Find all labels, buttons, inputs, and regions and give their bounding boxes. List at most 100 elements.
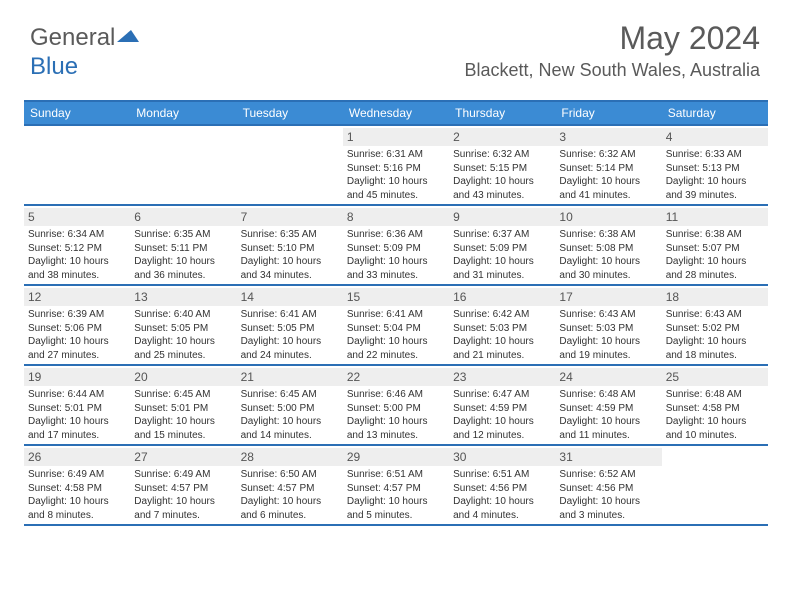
day-info: Sunrise: 6:52 AMSunset: 4:56 PMDaylight:… [559, 468, 657, 522]
day-number: 1 [343, 128, 449, 146]
day-cell: 27Sunrise: 6:49 AMSunset: 4:57 PMDayligh… [130, 446, 236, 524]
sunrise-text: Sunrise: 6:37 AM [453, 228, 551, 242]
day-info: Sunrise: 6:48 AMSunset: 4:58 PMDaylight:… [666, 388, 764, 442]
sunset-text: Sunset: 5:13 PM [666, 162, 764, 176]
day-number: 12 [24, 288, 130, 306]
sunset-text: Sunset: 5:10 PM [241, 242, 339, 256]
sunset-text: Sunset: 5:04 PM [347, 322, 445, 336]
weekday-saturday: Saturday [662, 102, 768, 124]
day-cell: 9Sunrise: 6:37 AMSunset: 5:09 PMDaylight… [449, 206, 555, 284]
sunset-text: Sunset: 5:14 PM [559, 162, 657, 176]
day-cell: . [24, 126, 130, 204]
sunrise-text: Sunrise: 6:45 AM [134, 388, 232, 402]
sunset-text: Sunset: 4:59 PM [559, 402, 657, 416]
sunrise-text: Sunrise: 6:32 AM [559, 148, 657, 162]
sunrise-text: Sunrise: 6:33 AM [666, 148, 764, 162]
day-cell: 7 Sunrise: 6:35 AMSunset: 5:10 PMDaylight… [237, 206, 343, 284]
day-info: Sunrise: 6:43 AMSunset: 5:02 PMDaylight:… [666, 308, 764, 362]
sunset-text: Sunset: 4:56 PM [559, 482, 657, 496]
day-info: Sunrise: 6:49 AMSunset: 4:58 PMDaylight:… [28, 468, 126, 522]
sunset-text: Sunset: 5:05 PM [241, 322, 339, 336]
day-cell: 20Sunrise: 6:45 AMSunset: 5:01 PMDayligh… [130, 366, 236, 444]
day-cell: 19Sunrise: 6:44 AMSunset: 5:01 PMDayligh… [24, 366, 130, 444]
daylight-text: Daylight: 10 hours and 15 minutes. [134, 415, 232, 442]
sunrise-text: Sunrise: 6:40 AM [134, 308, 232, 322]
day-cell: 25Sunrise: 6:48 AMSunset: 4:58 PMDayligh… [662, 366, 768, 444]
daylight-text: Daylight: 10 hours and 7 minutes. [134, 495, 232, 522]
day-number: 6 [130, 208, 236, 226]
day-cell: 10Sunrise: 6:38 AMSunset: 5:08 PMDayligh… [555, 206, 661, 284]
day-cell: 13 Sunrise: 6:40 AMSunset: 5:05 PMDayligh… [130, 286, 236, 364]
sunset-text: Sunset: 5:00 PM [241, 402, 339, 416]
sunset-text: Sunset: 5:16 PM [347, 162, 445, 176]
daylight-text: Daylight: 10 hours and 34 minutes. [241, 255, 339, 282]
sunrise-text: Sunrise: 6:38 AM [666, 228, 764, 242]
day-cell: . [662, 446, 768, 524]
day-number: 13 [130, 288, 236, 306]
day-cell: 23Sunrise: 6:47 AMSunset: 4:59 PMDayligh… [449, 366, 555, 444]
day-info: Sunrise: 6:48 AMSunset: 4:59 PMDaylight:… [559, 388, 657, 442]
daylight-text: Daylight: 10 hours and 12 minutes. [453, 415, 551, 442]
sunrise-text: Sunrise: 6:44 AM [28, 388, 126, 402]
day-info: Sunrise: 6:35 AMSunset: 5:10 PMDaylight:… [241, 228, 339, 282]
week-row: 5Sunrise: 6:34 AMSunset: 5:12 PMDaylight… [24, 206, 768, 286]
sunrise-text: Sunrise: 6:49 AM [28, 468, 126, 482]
sunset-text: Sunset: 5:00 PM [347, 402, 445, 416]
day-number: 5 [24, 208, 130, 226]
day-info: Sunrise: 6:39 AMSunset: 5:06 PMDaylight:… [28, 308, 126, 362]
daylight-text: Daylight: 10 hours and 33 minutes. [347, 255, 445, 282]
sunset-text: Sunset: 5:08 PM [559, 242, 657, 256]
sunrise-text: Sunrise: 6:39 AM [28, 308, 126, 322]
day-number: 16 [449, 288, 555, 306]
sunset-text: Sunset: 4:57 PM [134, 482, 232, 496]
day-cell: 18Sunrise: 6:43 AMSunset: 5:02 PMDayligh… [662, 286, 768, 364]
weekday-monday: Monday [130, 102, 236, 124]
sunrise-text: Sunrise: 6:36 AM [347, 228, 445, 242]
sunset-text: Sunset: 5:11 PM [134, 242, 232, 256]
day-cell: 16Sunrise: 6:42 AMSunset: 5:03 PMDayligh… [449, 286, 555, 364]
daylight-text: Daylight: 10 hours and 31 minutes. [453, 255, 551, 282]
sunset-text: Sunset: 5:15 PM [453, 162, 551, 176]
weekday-thursday: Thursday [449, 102, 555, 124]
day-number: 3 [555, 128, 661, 146]
day-cell: 30 Sunrise: 6:51 AMSunset: 4:56 PMDayligh… [449, 446, 555, 524]
sunset-text: Sunset: 5:06 PM [28, 322, 126, 336]
day-info: Sunrise: 6:51 AMSunset: 4:56 PMDaylight:… [453, 468, 551, 522]
location-text: Blackett, New South Wales, Australia [465, 60, 760, 81]
sunset-text: Sunset: 5:01 PM [28, 402, 126, 416]
day-number: 10 [555, 208, 661, 226]
daylight-text: Daylight: 10 hours and 45 minutes. [347, 175, 445, 202]
daylight-text: Daylight: 10 hours and 25 minutes. [134, 335, 232, 362]
sunrise-text: Sunrise: 6:45 AM [241, 388, 339, 402]
day-cell: 6Sunrise: 6:35 AMSunset: 5:11 PMDaylight… [130, 206, 236, 284]
sunset-text: Sunset: 5:05 PM [134, 322, 232, 336]
sunrise-text: Sunrise: 6:49 AM [134, 468, 232, 482]
sunrise-text: Sunrise: 6:48 AM [666, 388, 764, 402]
day-number: 30 [449, 448, 555, 466]
day-number: 21 [237, 368, 343, 386]
daylight-text: Daylight: 10 hours and 4 minutes. [453, 495, 551, 522]
day-info: Sunrise: 6:46 AMSunset: 5:00 PMDaylight:… [347, 388, 445, 442]
day-cell: 24Sunrise: 6:48 AMSunset: 4:59 PMDayligh… [555, 366, 661, 444]
logo: General Blue [30, 24, 143, 81]
day-info: Sunrise: 6:45 AMSunset: 5:01 PMDaylight:… [134, 388, 232, 442]
sunset-text: Sunset: 4:56 PM [453, 482, 551, 496]
day-info: Sunrise: 6:31 AMSunset: 5:16 PMDaylight:… [347, 148, 445, 202]
daylight-text: Daylight: 10 hours and 21 minutes. [453, 335, 551, 362]
day-info: Sunrise: 6:43 AMSunset: 5:03 PMDaylight:… [559, 308, 657, 362]
sunset-text: Sunset: 4:59 PM [453, 402, 551, 416]
day-info: Sunrise: 6:32 AMSunset: 5:15 PMDaylight:… [453, 148, 551, 202]
day-cell: 28Sunrise: 6:50 AMSunset: 4:57 PMDayligh… [237, 446, 343, 524]
day-cell: 17Sunrise: 6:43 AMSunset: 5:03 PMDayligh… [555, 286, 661, 364]
sunset-text: Sunset: 5:01 PM [134, 402, 232, 416]
sunrise-text: Sunrise: 6:38 AM [559, 228, 657, 242]
day-info: Sunrise: 6:49 AMSunset: 4:57 PMDaylight:… [134, 468, 232, 522]
sunset-text: Sunset: 5:09 PM [453, 242, 551, 256]
day-number: 7 [237, 208, 343, 226]
day-info: Sunrise: 6:37 AMSunset: 5:09 PMDaylight:… [453, 228, 551, 282]
sunrise-text: Sunrise: 6:50 AM [241, 468, 339, 482]
day-cell: 22Sunrise: 6:46 AMSunset: 5:00 PMDayligh… [343, 366, 449, 444]
week-row: ...1Sunrise: 6:31 AMSunset: 5:16 PMDayli… [24, 126, 768, 206]
sunrise-text: Sunrise: 6:31 AM [347, 148, 445, 162]
day-number: 8 [343, 208, 449, 226]
